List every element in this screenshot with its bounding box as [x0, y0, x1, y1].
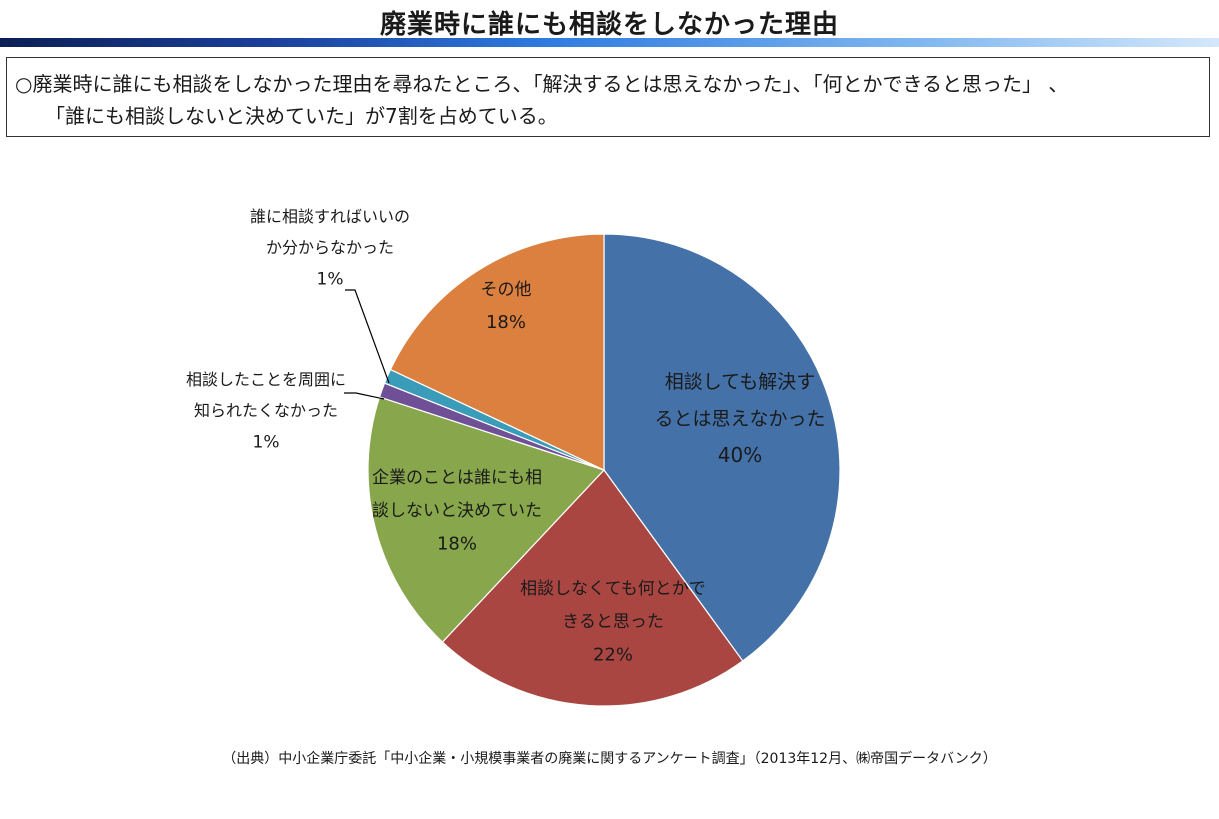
summary-line-1: ○廃業時に誰にも相談をしなかった理由を尋ねたところ、「解決するとは思えなかった」…: [15, 72, 1069, 96]
title-underline-bar: [0, 38, 1219, 47]
pie-value-label: 1%: [317, 269, 344, 289]
pie-slice-3: [367, 396, 606, 643]
pie-value-label: 18%: [486, 312, 526, 333]
pie-value-label: 1%: [253, 432, 280, 452]
pie-label-text: 企業のことは誰にも相: [372, 468, 542, 488]
source-note: （出典）中小企業庁委託「中小企業・小規模事業者の廃業に関するアンケート調査」（2…: [222, 751, 997, 767]
pie-slice-1: [603, 233, 841, 662]
pie-label-text: るとは思えなかった: [654, 408, 825, 430]
leader-line: [345, 289, 390, 384]
pie-value-label: 40%: [718, 443, 762, 467]
leader-line: [344, 392, 385, 400]
pie-label-text: 談しないと決めていた: [372, 501, 542, 521]
pie-label-text: か分からなかった: [266, 238, 394, 257]
pie-label-text: きると思った: [562, 612, 664, 632]
pie-label-6: その他 18%: [481, 280, 532, 333]
pie-label-text: 誰に相談すればいいの: [250, 207, 410, 226]
pie-value-label: 22%: [593, 644, 633, 665]
page-title: 廃業時に誰にも相談をしなかった理由: [379, 10, 839, 40]
pie-slice-2: [441, 469, 744, 707]
pie-label-text: 相談しなくても何とかで: [520, 579, 706, 599]
pie-slice-6: [389, 233, 605, 471]
pie-label-text: 相談したことを周囲に: [186, 370, 346, 389]
summary-line-2: 「誰にも相談しないと決めていた」が7割を占めている。: [45, 104, 558, 128]
summary-box: ○廃業時に誰にも相談をしなかった理由を尋ねたところ、「解決するとは思えなかった」…: [6, 57, 1210, 137]
pie-value-label: 18%: [437, 533, 477, 554]
pie-label-text: 相談しても解決す: [665, 371, 815, 393]
pie-label-text: その他: [481, 280, 532, 300]
pie-label-text: 知られたくなかった: [194, 401, 338, 420]
